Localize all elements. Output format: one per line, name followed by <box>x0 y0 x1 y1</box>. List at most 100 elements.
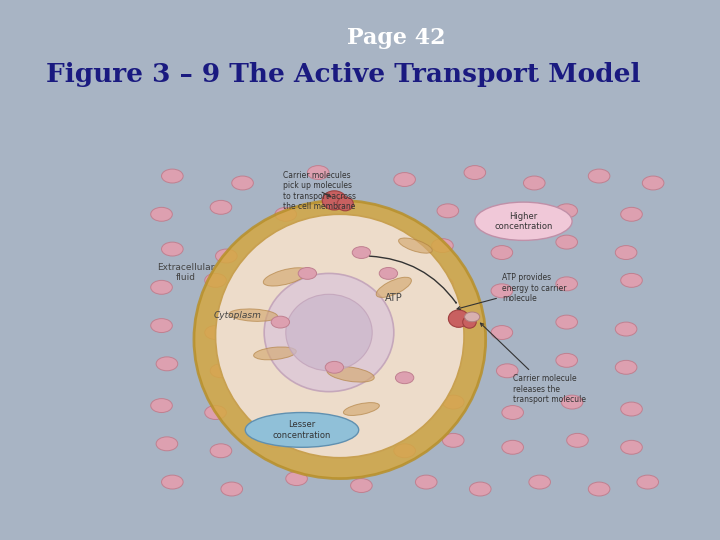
Circle shape <box>616 360 637 374</box>
Circle shape <box>394 173 415 186</box>
Circle shape <box>210 200 232 214</box>
Text: ATP provides
energy to carrier
molecule: ATP provides energy to carrier molecule <box>457 273 567 309</box>
Circle shape <box>442 434 464 447</box>
Circle shape <box>258 315 280 329</box>
Circle shape <box>271 316 289 328</box>
Circle shape <box>379 267 397 279</box>
Circle shape <box>491 284 513 298</box>
Circle shape <box>616 246 637 260</box>
Circle shape <box>567 434 588 447</box>
Circle shape <box>329 402 351 416</box>
Circle shape <box>497 211 518 225</box>
Circle shape <box>464 166 486 179</box>
Circle shape <box>269 235 291 249</box>
Circle shape <box>502 440 523 454</box>
Circle shape <box>431 277 454 291</box>
Circle shape <box>437 204 459 218</box>
Circle shape <box>588 169 610 183</box>
Circle shape <box>150 319 172 333</box>
Text: ATP: ATP <box>385 293 402 303</box>
Circle shape <box>298 267 317 279</box>
Circle shape <box>325 361 343 373</box>
Circle shape <box>221 482 243 496</box>
Ellipse shape <box>286 294 372 371</box>
Circle shape <box>588 482 610 496</box>
Circle shape <box>529 475 551 489</box>
Circle shape <box>264 434 286 447</box>
Circle shape <box>210 444 232 458</box>
Circle shape <box>431 239 454 253</box>
Circle shape <box>523 176 545 190</box>
Circle shape <box>352 247 371 259</box>
Ellipse shape <box>264 273 394 392</box>
Circle shape <box>469 482 491 496</box>
Ellipse shape <box>475 202 572 240</box>
Circle shape <box>394 399 415 413</box>
Circle shape <box>264 392 286 406</box>
Circle shape <box>215 249 237 263</box>
Text: Higher
concentration: Higher concentration <box>495 212 553 231</box>
Ellipse shape <box>264 268 308 286</box>
Circle shape <box>491 326 513 340</box>
Circle shape <box>556 277 577 291</box>
Circle shape <box>491 246 513 260</box>
Ellipse shape <box>399 238 432 253</box>
Circle shape <box>621 440 642 454</box>
Circle shape <box>442 395 464 409</box>
Circle shape <box>502 406 523 420</box>
Circle shape <box>161 242 183 256</box>
Circle shape <box>204 273 226 287</box>
Circle shape <box>556 315 577 329</box>
Text: Page 42: Page 42 <box>347 27 445 49</box>
Circle shape <box>232 176 253 190</box>
Circle shape <box>286 471 307 485</box>
Circle shape <box>621 207 642 221</box>
Circle shape <box>150 207 172 221</box>
Text: Carrier molecule
releases the
transport molecule: Carrier molecule releases the transport … <box>480 323 585 404</box>
Circle shape <box>275 207 297 221</box>
Circle shape <box>616 322 637 336</box>
Ellipse shape <box>323 191 346 210</box>
Text: Carrier molecules
pick up molecules
to transport across
the cell membrane: Carrier molecules pick up molecules to t… <box>283 171 356 211</box>
Circle shape <box>394 444 415 458</box>
Circle shape <box>621 273 642 287</box>
Circle shape <box>562 395 583 409</box>
Circle shape <box>395 372 414 383</box>
Ellipse shape <box>246 413 359 447</box>
Circle shape <box>437 357 459 371</box>
Circle shape <box>204 406 226 420</box>
Ellipse shape <box>194 200 486 478</box>
Circle shape <box>161 169 183 183</box>
Ellipse shape <box>215 214 464 458</box>
Circle shape <box>642 176 664 190</box>
Circle shape <box>556 353 577 367</box>
Ellipse shape <box>327 367 374 382</box>
Circle shape <box>253 287 275 301</box>
Circle shape <box>258 350 280 364</box>
Ellipse shape <box>343 403 379 415</box>
Circle shape <box>621 402 642 416</box>
Circle shape <box>161 475 183 489</box>
Circle shape <box>464 312 480 322</box>
Ellipse shape <box>229 309 278 321</box>
Circle shape <box>156 357 178 371</box>
Circle shape <box>556 204 577 218</box>
Text: Lesser
concentration: Lesser concentration <box>273 420 331 440</box>
Text: Cytoplasm: Cytoplasm <box>213 310 261 320</box>
Circle shape <box>150 280 172 294</box>
Text: Extracellular
fluid: Extracellular fluid <box>157 263 215 282</box>
Ellipse shape <box>449 310 469 327</box>
Text: Figure 3 – 9 The Active Transport Model: Figure 3 – 9 The Active Transport Model <box>45 62 640 87</box>
Circle shape <box>329 440 351 454</box>
Circle shape <box>351 478 372 492</box>
Circle shape <box>437 319 459 333</box>
Circle shape <box>497 364 518 378</box>
Circle shape <box>307 166 329 179</box>
Circle shape <box>556 235 577 249</box>
Ellipse shape <box>463 316 476 328</box>
Circle shape <box>204 326 226 340</box>
Circle shape <box>150 399 172 413</box>
Ellipse shape <box>376 277 411 298</box>
Circle shape <box>156 437 178 451</box>
Circle shape <box>637 475 659 489</box>
